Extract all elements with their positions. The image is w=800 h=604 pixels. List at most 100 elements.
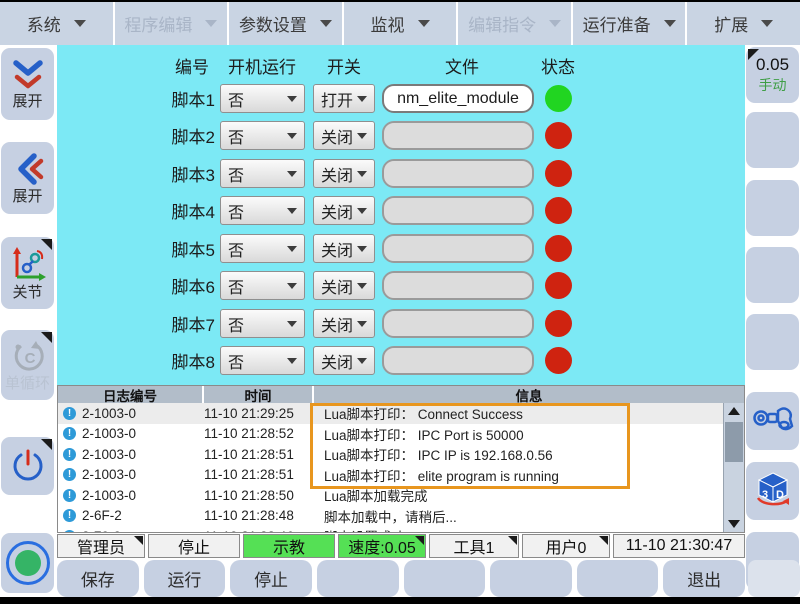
- expand-down-button[interactable]: 展开: [1, 48, 54, 120]
- svg-text:D: D: [776, 489, 784, 501]
- record-icon: [5, 541, 50, 585]
- log-row[interactable]: ! 2-1003-0 11-10 21:28:52 Lua脚本打印： IPC Po…: [58, 424, 744, 445]
- blank-button-1[interactable]: [316, 560, 399, 597]
- status-indicator: [545, 197, 572, 224]
- svg-text:C: C: [24, 350, 35, 367]
- record-enable-button[interactable]: [1, 533, 54, 593]
- single-cycle-button: C 单循环: [1, 330, 54, 400]
- joint-mode-button[interactable]: 关节: [1, 237, 54, 309]
- bottom-right-corner-button[interactable]: [748, 560, 800, 597]
- chevron-down-icon: [287, 170, 297, 177]
- power-button[interactable]: [1, 437, 54, 495]
- script-file-field[interactable]: [382, 196, 534, 225]
- script-row: 脚本5 否 关闭: [57, 233, 745, 264]
- log-row[interactable]: ! 2-1003-0 11-10 21:28:51 Lua脚本打印： elite …: [58, 465, 744, 486]
- script-file-field[interactable]: [382, 159, 534, 188]
- save-button[interactable]: 保存: [57, 560, 139, 597]
- script-file-field[interactable]: [382, 234, 534, 263]
- script-file-field[interactable]: [382, 121, 534, 150]
- switch-select[interactable]: 关闭: [313, 271, 375, 300]
- info-icon: !: [63, 488, 76, 502]
- speed-mode-button[interactable]: 0.05 手动: [746, 47, 799, 103]
- menu-parameter-settings[interactable]: 参数设置: [229, 2, 344, 45]
- switch-select[interactable]: 打开: [313, 84, 375, 113]
- autorun-select[interactable]: 否: [220, 271, 305, 300]
- chevron-down-icon: [357, 132, 367, 139]
- hand-guide-icon: [752, 407, 793, 431]
- log-row[interactable]: ! 2-1003-0 11-10 21:29:25 Lua脚本打印： Connec…: [58, 403, 744, 424]
- autorun-select[interactable]: 否: [220, 121, 305, 150]
- switch-select[interactable]: 关闭: [313, 159, 375, 188]
- blank-button-4[interactable]: [576, 560, 659, 597]
- expand-left-button[interactable]: 展开: [1, 142, 54, 214]
- autorun-select[interactable]: 否: [220, 346, 305, 375]
- log-row[interactable]: ! 2-6F-2 11-10 21:28:48 脚本加载中，请稍后...: [58, 506, 744, 527]
- chevron-down-icon: [73, 20, 86, 27]
- exit-button[interactable]: 退出: [663, 560, 745, 597]
- switch-select[interactable]: 关闭: [313, 121, 375, 150]
- menu-system[interactable]: 系统: [0, 2, 115, 45]
- user-level-cell[interactable]: 管理员: [57, 534, 145, 558]
- scrollbar-thumb[interactable]: [725, 422, 743, 462]
- autorun-select[interactable]: 否: [220, 196, 305, 225]
- chevrons-left-icon: [17, 153, 43, 185]
- switch-select[interactable]: 关闭: [313, 346, 375, 375]
- log-row[interactable]: ! 2-1003-0 11-10 21:28:50 Lua脚本加载完成: [58, 485, 744, 506]
- info-icon: !: [63, 509, 76, 523]
- right-blank-button-3[interactable]: [746, 247, 799, 303]
- chevron-down-icon: [761, 20, 774, 27]
- script-file-field[interactable]: [382, 309, 534, 338]
- run-button[interactable]: 运行: [143, 560, 226, 597]
- menu-extension[interactable]: 扩展: [687, 2, 800, 45]
- info-icon: !: [63, 468, 76, 482]
- run-state-cell: 停止: [148, 534, 240, 558]
- switch-select[interactable]: 关闭: [313, 234, 375, 263]
- scroll-down-icon[interactable]: [724, 516, 744, 532]
- autorun-select[interactable]: 否: [220, 309, 305, 338]
- menu-program-edit: 程序编辑: [115, 2, 230, 45]
- switch-select[interactable]: 关闭: [313, 196, 375, 225]
- log-row[interactable]: !2-79-0 11-10 21:28:46 脚本设置成功: [58, 526, 744, 532]
- log-row[interactable]: ! 2-1003-0 11-10 21:28:51 Lua脚本打印： IPC IP…: [58, 444, 744, 465]
- log-table-header: 日志编号 时间 信息: [58, 386, 744, 404]
- log-scrollbar[interactable]: [723, 403, 744, 532]
- speed-cell[interactable]: 速度:0.05: [338, 534, 426, 558]
- blank-button-3[interactable]: [490, 560, 572, 597]
- loop-icon: C: [14, 341, 44, 371]
- chevron-down-icon: [357, 245, 367, 252]
- scroll-up-icon[interactable]: [724, 403, 744, 419]
- menu-edit-instruction: 编辑指令: [458, 2, 573, 45]
- right-blank-button-2[interactable]: [746, 180, 799, 236]
- tool-cell[interactable]: 工具1: [429, 534, 519, 558]
- menu-monitor[interactable]: 监视: [344, 2, 459, 45]
- switch-select[interactable]: 关闭: [313, 309, 375, 338]
- right-blank-button-1[interactable]: [746, 112, 799, 168]
- autorun-select[interactable]: 否: [220, 159, 305, 188]
- menu-run-prepare[interactable]: 运行准备: [573, 2, 688, 45]
- chevron-down-icon: [417, 20, 430, 27]
- chevron-down-icon: [287, 357, 297, 364]
- autorun-select[interactable]: 否: [220, 84, 305, 113]
- chevron-down-icon: [205, 20, 218, 27]
- autorun-select[interactable]: 否: [220, 234, 305, 263]
- status-indicator: [545, 235, 572, 262]
- script-row: 脚本8 否 关闭: [57, 345, 745, 376]
- script-file-field[interactable]: nm_elite_module: [382, 84, 534, 113]
- script-file-field[interactable]: [382, 346, 534, 375]
- datetime-display: 11-10 21:30:47: [613, 534, 745, 558]
- col-status: 状态: [541, 58, 575, 77]
- view-3d-button[interactable]: 3 D: [746, 462, 799, 520]
- chevron-down-icon: [357, 282, 367, 289]
- script-table-header: 编号 开机运行 开关 文件 状态: [57, 53, 745, 77]
- stop-button[interactable]: 停止: [230, 560, 312, 597]
- chevron-down-icon: [663, 20, 676, 27]
- blank-button-2[interactable]: [403, 560, 486, 597]
- chevron-down-icon: [549, 20, 562, 27]
- chevron-down-icon: [357, 95, 367, 102]
- right-blank-button-4[interactable]: [746, 314, 799, 370]
- user-frame-cell[interactable]: 用户0: [522, 534, 610, 558]
- col-autorun: 开机运行: [228, 58, 296, 77]
- chevron-down-icon: [287, 207, 297, 214]
- hand-guide-button[interactable]: [746, 392, 799, 450]
- script-file-field[interactable]: [382, 271, 534, 300]
